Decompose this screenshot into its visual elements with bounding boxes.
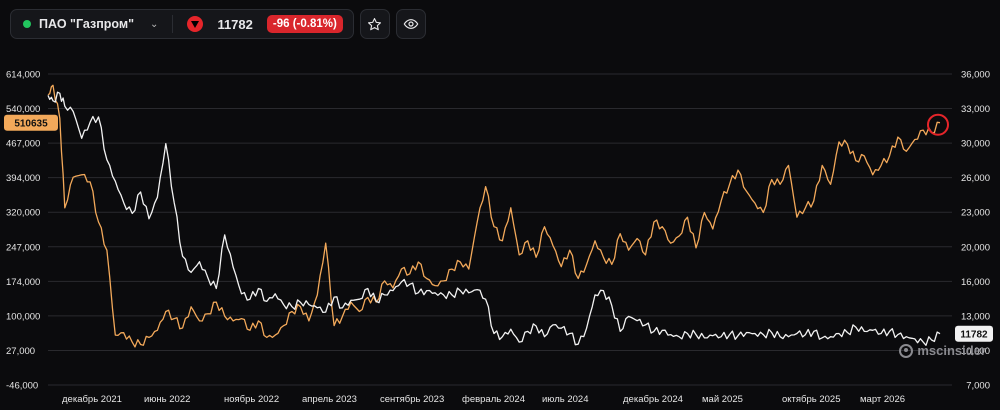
watermark-logo-icon — [899, 343, 914, 358]
current-value-badges: 510635 11782 — [4, 114, 993, 342]
right-current-label: 11782 — [960, 330, 988, 341]
x-axis: декабрь 2021 июнь 2022 ноябрь 2022 апрель 2… — [62, 394, 905, 405]
status-dot-icon — [23, 20, 31, 28]
ticker-name: ПАО "Газпром" — [39, 17, 135, 31]
x-tick-label: июнь 2022 — [144, 394, 190, 405]
chart-toolbar: ПАО "Газпром" ⌄ 11782 -96 (-0.81%) — [10, 8, 426, 40]
watermark: mscinsider — [899, 343, 986, 358]
series-line-right-axis — [47, 91, 941, 346]
right-tick-label: 20,000 — [961, 242, 990, 253]
right-current-badge — [955, 325, 993, 342]
left-axis: 614,000 540,000 467,000 394,000 320,000 247,0… — [6, 70, 40, 392]
x-tick-label: июль 2024 — [542, 394, 589, 405]
left-tick-label: 27,000 — [6, 346, 35, 357]
right-tick-label: 13,000 — [961, 311, 990, 322]
series-layer — [47, 84, 949, 348]
x-tick-label: февраль 2024 — [462, 394, 525, 405]
left-tick-label: 100,000 — [6, 311, 40, 322]
x-tick-label: апрель 2023 — [302, 394, 357, 405]
x-tick-label: сентябрь 2023 — [380, 394, 444, 405]
right-tick-label: 36,000 — [961, 70, 990, 81]
left-tick-label: 614,000 — [6, 70, 40, 81]
watermark-text: mscinsider — [917, 343, 986, 358]
series-line-left-axis — [47, 84, 941, 348]
price-change-badge: -96 (-0.81%) — [266, 15, 343, 33]
left-current-badge — [4, 114, 58, 131]
eye-icon — [403, 19, 419, 29]
chevron-down-icon[interactable]: ⌄ — [150, 18, 159, 30]
toolbar-divider — [172, 15, 174, 33]
left-tick-label: 320,000 — [6, 208, 40, 219]
left-tick-label: 394,000 — [6, 173, 40, 184]
current-price: 11782 — [217, 16, 253, 32]
right-tick-label: 7,000 — [966, 381, 990, 392]
right-tick-label: 33,000 — [961, 104, 990, 115]
left-tick-label: -46,000 — [6, 381, 38, 392]
x-tick-label: декабрь 2021 — [62, 394, 122, 405]
right-tick-label: 30,000 — [961, 139, 990, 150]
right-tick-label: 26,000 — [961, 173, 990, 184]
right-tick-label: 10,000 — [961, 346, 990, 357]
right-tick-label: 16,000 — [961, 277, 990, 288]
x-tick-label: декабрь 2024 — [623, 394, 683, 405]
x-tick-label: май 2025 — [702, 394, 743, 405]
x-tick-label: март 2026 — [860, 394, 905, 405]
ticker-selector[interactable]: ПАО "Газпром" ⌄ 11782 -96 (-0.81%) — [10, 9, 354, 39]
left-tick-label: 247,000 — [6, 242, 40, 253]
left-tick-label: 540,000 — [6, 104, 40, 115]
left-current-label: 510635 — [14, 119, 48, 130]
x-tick-label: октябрь 2025 — [782, 394, 841, 405]
watch-button[interactable] — [395, 9, 426, 39]
x-tick-label: ноябрь 2022 — [224, 394, 279, 405]
star-icon — [368, 17, 382, 30]
right-tick-label: 23,000 — [961, 208, 990, 219]
right-axis: 36,000 33,000 30,000 26,000 23,000 20,000 16,0… — [961, 70, 990, 392]
highlight-circle — [927, 113, 949, 136]
triangle-down-icon — [187, 16, 204, 32]
left-tick-label: 174,000 — [6, 277, 40, 288]
left-tick-label: 467,000 — [6, 139, 40, 150]
grid-lines — [48, 73, 952, 386]
favorite-button[interactable] — [359, 9, 390, 39]
